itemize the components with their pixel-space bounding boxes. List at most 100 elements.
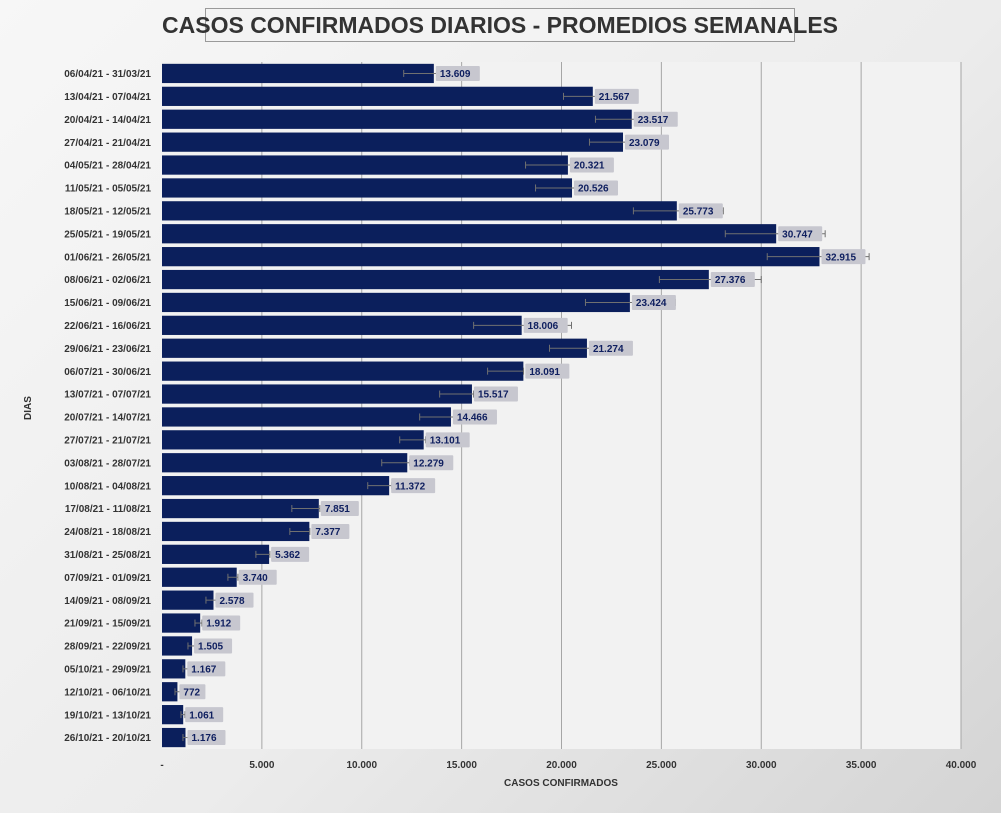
x-tick-label: 25.000 [646,760,677,771]
bar [162,613,201,633]
category-label: 29/06/21 - 23/06/21 [64,344,151,355]
bar [162,361,524,381]
category-label: 25/05/21 - 19/05/21 [64,229,151,240]
x-tick-label: 15.000 [446,760,477,771]
bar [162,453,408,473]
category-label: 24/08/21 - 18/08/21 [64,527,151,538]
data-label: 5.362 [271,546,310,562]
data-label-text: 2.578 [219,596,244,607]
data-label-text: 7.851 [325,504,350,515]
category-label: 27/04/21 - 21/04/21 [64,138,151,149]
data-label: 20.321 [569,157,614,173]
data-label: 772 [179,684,206,700]
data-label: 23.424 [631,294,676,310]
x-tick-label: 20.000 [546,760,577,771]
data-label: 12.279 [409,455,454,471]
data-label: 32.915 [821,249,866,265]
data-label: 23.517 [633,111,678,127]
bar [162,682,178,702]
data-label-text: 25.773 [683,206,714,217]
bar [162,407,451,427]
bar [162,109,632,129]
category-label: 05/10/21 - 29/09/21 [64,664,151,675]
data-label: 15.517 [473,386,518,402]
category-label: 21/09/21 - 15/09/21 [64,619,151,630]
data-label-text: 11.372 [395,481,425,492]
bar [162,155,568,175]
bar [162,659,186,679]
category-label: 08/06/21 - 02/06/21 [64,275,151,286]
category-labels: 06/04/21 - 31/03/21 13/04/21 - 07/04/21 20… [64,69,151,744]
bar [162,269,709,290]
error-bar [487,367,525,375]
category-label: 11/05/21 - 05/05/21 [65,184,152,195]
data-label-text: 23.517 [638,115,669,126]
x-tick-label: 35.000 [846,760,877,771]
bar [162,476,390,496]
bar [162,338,587,358]
error-bar [291,505,321,513]
bar [162,384,472,404]
bar [162,315,522,335]
data-label-text: 14.466 [457,413,488,424]
bar [162,178,573,198]
category-label: 19/10/21 - 13/10/21 [64,710,151,721]
data-label-text: 32.915 [825,252,856,263]
category-label: 18/05/21 - 12/05/21 [64,206,151,217]
data-label: 1.167 [187,661,226,677]
category-label: 31/08/21 - 25/08/21 [64,550,151,561]
bar [162,544,270,564]
category-label: 06/04/21 - 31/03/21 [64,69,151,80]
x-tick-label: 5.000 [249,760,274,771]
data-label-text: 21.567 [599,92,630,103]
data-label: 20.526 [574,180,619,196]
data-label-text: 18.091 [529,367,560,378]
data-label-text: 13.609 [440,69,471,80]
x-tick-label: 30.000 [746,760,777,771]
x-tick-label: 10.000 [346,760,377,771]
category-label: 17/08/21 - 11/08/21 [65,504,152,515]
y-axis-title: DIAS [23,396,34,420]
data-label: 1.505 [194,638,233,654]
category-label: 20/07/21 - 14/07/21 [64,413,151,424]
category-label: 22/06/21 - 16/06/21 [64,321,151,332]
chart-title: CASOS CONFIRMADOS DIARIOS - PROMEDIOS SE… [162,11,838,38]
bar [162,63,434,84]
bar [162,86,593,106]
data-label: 1.061 [185,707,224,723]
category-label: 06/07/21 - 30/06/21 [64,367,151,378]
category-label: 13/04/21 - 07/04/21 [64,92,151,103]
data-label-text: 18.006 [528,321,559,332]
data-labels: 13.609 21.567 23.517 23.079 20.321 20.526 25.7… [179,65,866,746]
data-label-text: 23.079 [629,138,660,149]
bar [162,430,424,450]
data-label: 30.747 [778,226,823,242]
data-label-text: 7.377 [315,527,340,538]
bar [162,224,777,244]
category-label: 10/08/21 - 04/08/21 [64,481,151,492]
category-label: 13/07/21 - 07/07/21 [64,390,151,401]
category-label: 12/10/21 - 06/10/21 [64,687,151,698]
bar [162,705,184,725]
category-label: 26/10/21 - 20/10/21 [64,733,151,744]
data-label-text: 1.912 [206,619,231,630]
category-label: 03/08/21 - 28/07/21 [64,458,151,469]
data-label-text: 1.176 [191,733,216,744]
data-label-text: 1.061 [189,710,214,721]
error-bar [439,390,475,398]
error-bar [289,527,311,535]
error-bar [180,711,186,719]
data-label-text: 772 [183,687,200,698]
bar [162,132,624,152]
data-label-text: 3.740 [243,573,268,584]
data-label-text: 15.517 [478,390,509,401]
category-label: 27/07/21 - 21/07/21 [64,435,151,446]
data-label-text: 20.526 [578,184,609,195]
category-label: 20/04/21 - 14/04/21 [64,115,151,126]
data-label: 2.578 [215,592,254,608]
data-label-text: 23.424 [636,298,667,309]
bar [162,636,193,656]
bar [162,521,310,542]
data-label: 18.091 [525,363,570,379]
